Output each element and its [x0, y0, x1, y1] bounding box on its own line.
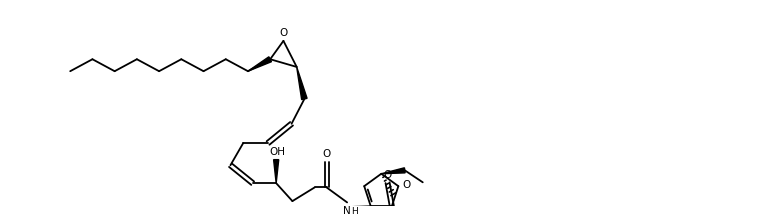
Text: O: O: [384, 170, 391, 179]
Text: H: H: [352, 207, 358, 216]
Text: O: O: [322, 149, 331, 159]
Text: O: O: [280, 28, 287, 38]
Text: N: N: [343, 206, 351, 216]
Polygon shape: [248, 57, 271, 71]
Polygon shape: [296, 67, 307, 100]
Polygon shape: [273, 160, 279, 183]
Text: O: O: [402, 180, 410, 190]
Text: OH: OH: [269, 146, 285, 157]
Polygon shape: [381, 168, 405, 174]
